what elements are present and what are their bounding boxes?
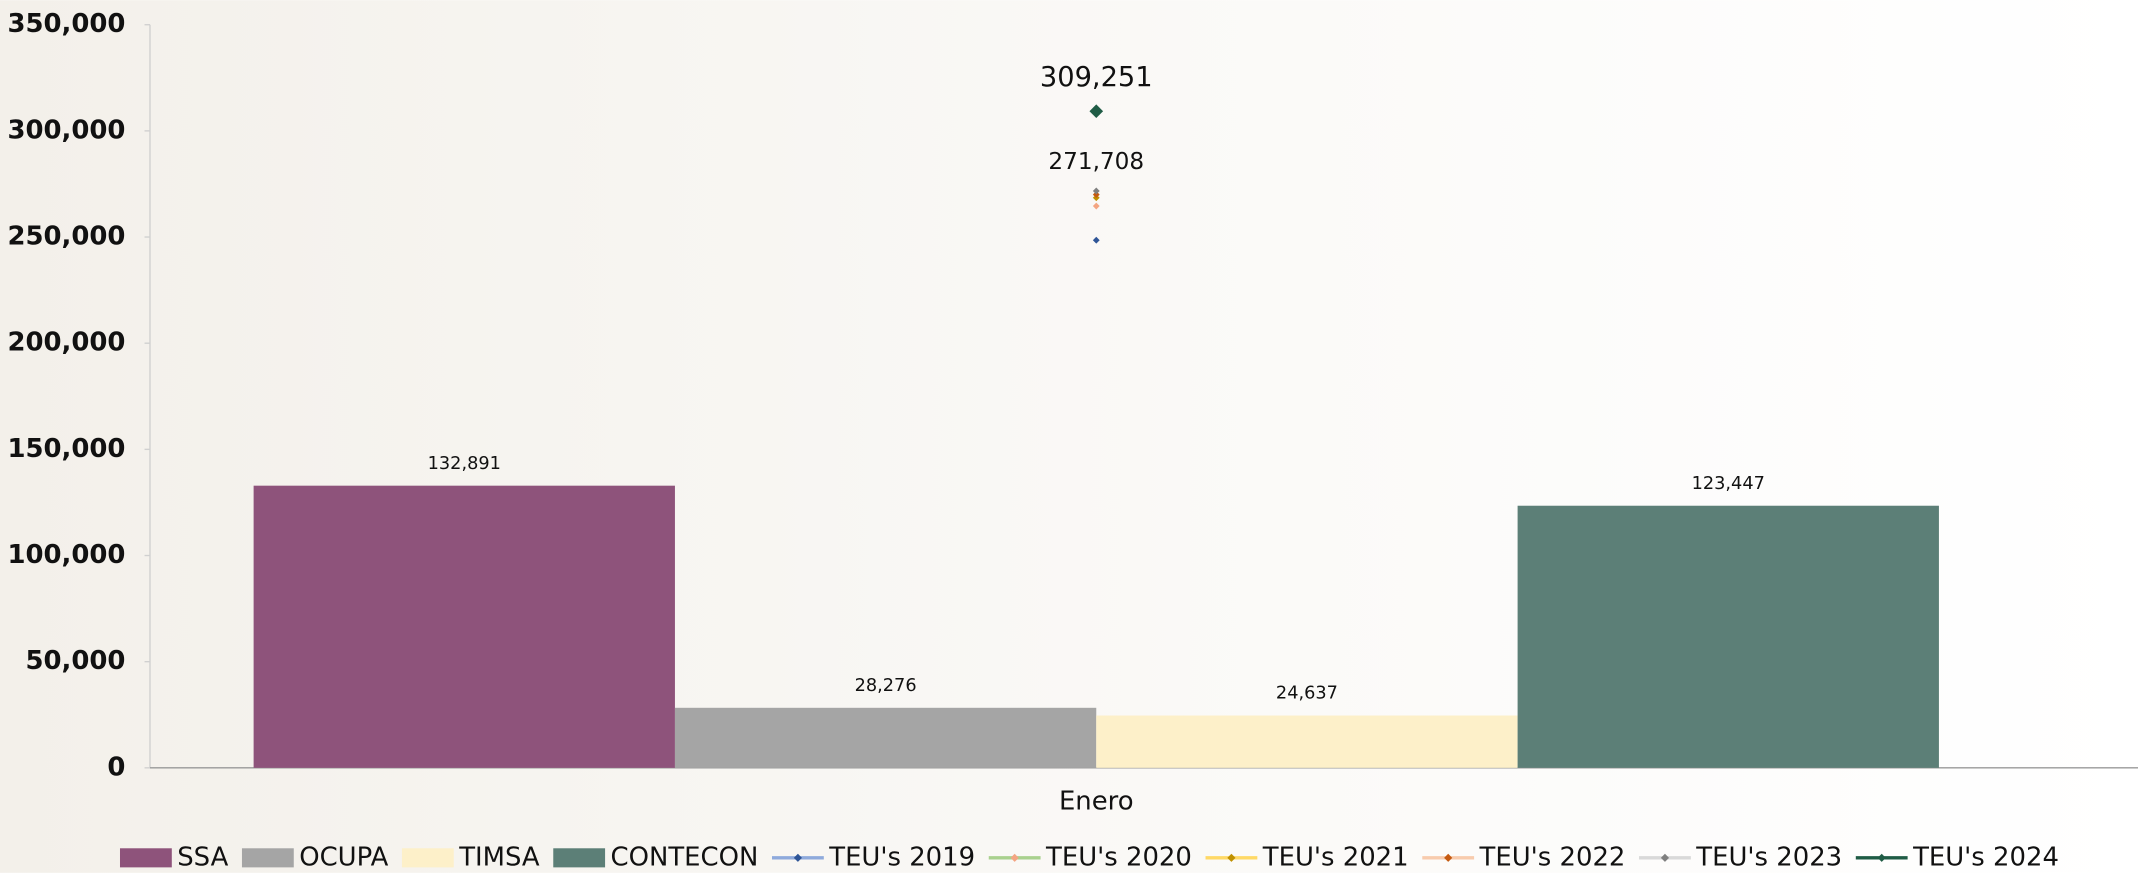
legend-label: TEU's 2021: [1262, 842, 1409, 872]
legend-swatch: [241, 848, 294, 868]
x-tick-label: Enero: [1059, 786, 1134, 816]
legend-marker: [793, 853, 802, 862]
y-tick-label: 0: [107, 752, 125, 782]
legend-label: TIMSA: [458, 842, 540, 872]
bar-label: 123,447: [1692, 474, 1765, 494]
bar: [253, 485, 675, 768]
legend-label: TEU's 2023: [1695, 842, 1842, 872]
legend-marker: [1660, 853, 1670, 862]
bar-label: 132,891: [428, 454, 501, 474]
legend-swatch: [401, 848, 454, 868]
point-label: 309,251: [1040, 62, 1153, 93]
legend-label: TEU's 2022: [1479, 842, 1626, 872]
bar: [674, 707, 1097, 768]
legend-swatch: [119, 848, 172, 868]
legend-label: OCUPA: [299, 842, 388, 872]
bar: [1096, 715, 1518, 768]
y-tick-label: 250,000: [8, 222, 126, 252]
legend-label: TEU's 2020: [1045, 842, 1192, 872]
bar: [1517, 505, 1939, 768]
legend-swatch: [553, 848, 606, 868]
legend-marker: [1010, 853, 1019, 862]
bar-label: 28,276: [855, 676, 917, 696]
point-label: 271,708: [1048, 148, 1144, 175]
y-tick-label: 150,000: [8, 434, 126, 464]
y-tick-label: 100,000: [8, 540, 126, 570]
legend-marker: [1877, 853, 1886, 862]
bar-label: 24,637: [1276, 684, 1338, 704]
legend-label: TEU's 2024: [1912, 842, 2059, 872]
legend-label: TEU's 2019: [828, 842, 975, 872]
legend-label: CONTECON: [611, 842, 759, 872]
y-tick-label: 50,000: [26, 646, 126, 676]
legend-label: SSA: [177, 842, 228, 872]
y-tick-label: 200,000: [8, 328, 126, 358]
y-tick-label: 300,000: [8, 115, 126, 145]
legend-marker: [1227, 853, 1236, 862]
legend-marker: [1444, 853, 1453, 862]
y-tick-label: 350,000: [8, 9, 126, 39]
